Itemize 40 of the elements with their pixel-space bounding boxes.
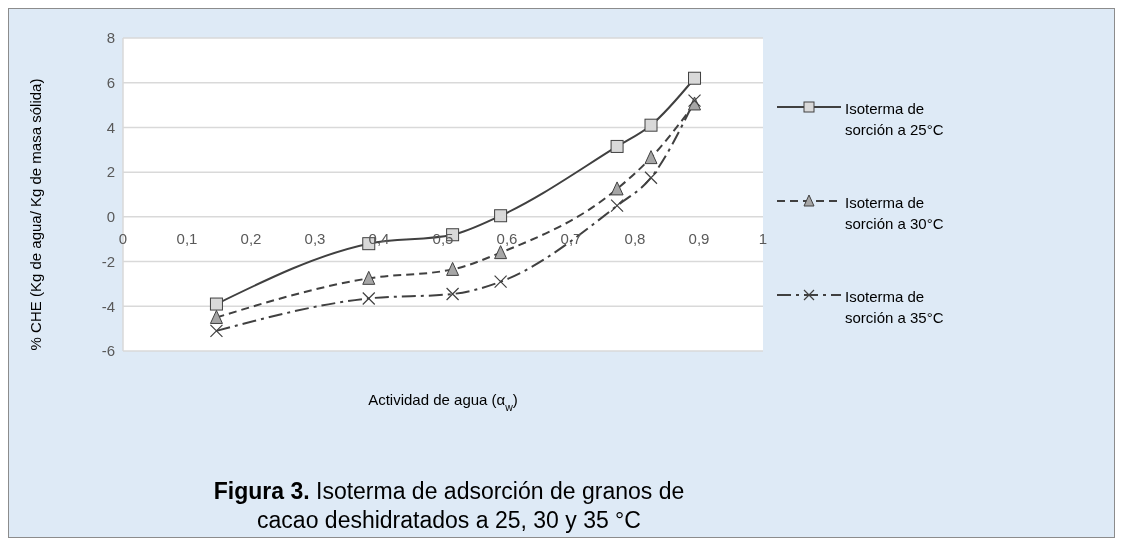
x-axis-title: Actividad de agua (α$_{w}$): [368, 391, 518, 413]
point: [610, 139, 624, 153]
legend-label: Isoterma de sorción a 30°C: [845, 192, 945, 234]
y-axis-title: % CHE (Kg de agua/ Kg de masa sólida): [27, 78, 44, 351]
y-tick-label: -2: [101, 252, 115, 270]
point: [446, 261, 460, 276]
y-tick-label: 0: [106, 208, 115, 226]
point: [644, 150, 658, 165]
point: [494, 275, 508, 289]
x-tick-label: 0,8: [624, 229, 646, 247]
legend-label: Isoterma de sorción a 35°C: [845, 286, 945, 328]
y-tick-label: 6: [106, 74, 115, 92]
point: [362, 291, 376, 306]
x-tick-label: 0,6: [496, 229, 518, 247]
x-tick-label: 1: [758, 229, 768, 247]
y-tick-label: -6: [101, 342, 115, 360]
y-tick-label: 2: [106, 163, 115, 181]
x-tick-label: 0,7: [560, 229, 582, 247]
y-tick-label: 4: [106, 118, 115, 136]
point: [644, 118, 658, 132]
x-tick-label: 0,2: [240, 229, 262, 247]
y-tick-label: -4: [101, 297, 115, 315]
point: [610, 181, 624, 196]
x-tick-label: 0,9: [688, 229, 710, 247]
x-tick-label: 0,3: [304, 229, 326, 247]
point: [688, 71, 702, 85]
point: [362, 270, 376, 285]
point: [494, 245, 508, 260]
point: [494, 209, 508, 223]
text: Figura 3. Isoterma de adsorción de granos de cacao deshidratados a 25, 30 y 35 °C: [212, 477, 686, 535]
point: [644, 171, 658, 185]
legend-label: Isoterma de sorción a 25°C: [845, 98, 945, 140]
point: [209, 309, 223, 324]
point: [209, 324, 224, 338]
point: [610, 199, 624, 213]
y-tick-label: 8: [106, 29, 115, 47]
x-tick-label: 0: [118, 229, 128, 247]
point: [446, 287, 460, 301]
point: [209, 297, 223, 311]
x-tick-label: 0,1: [176, 229, 198, 247]
